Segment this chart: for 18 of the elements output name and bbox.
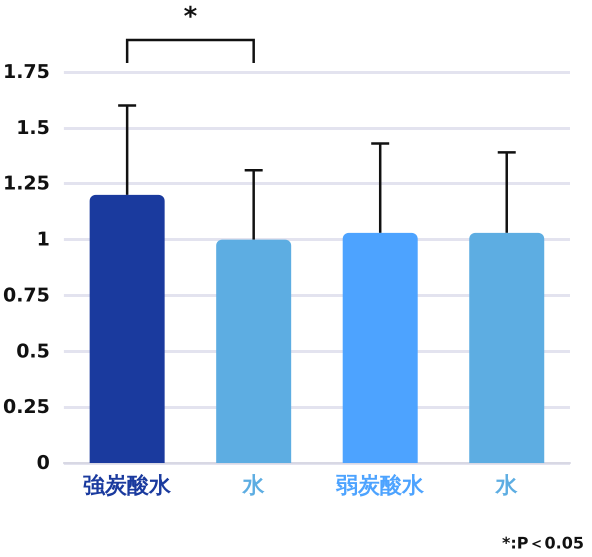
bar: [216, 240, 292, 463]
bar: [342, 232, 418, 463]
x-tick-label: 水: [494, 474, 519, 498]
y-tick-label: 0.5: [16, 340, 50, 362]
y-tick-label: 0: [36, 452, 50, 474]
y-tick-label: 1: [36, 228, 50, 251]
x-tick-label: 水: [242, 474, 266, 498]
y-tick-label: 1.25: [2, 172, 50, 195]
bar: [469, 232, 544, 463]
text: *:P＜0.05: [502, 534, 584, 552]
text: *: [184, 2, 198, 32]
x-tick-label: 弱炭酸水: [335, 474, 426, 498]
bar: [90, 194, 165, 463]
y-tick-label: 1.75: [2, 61, 50, 83]
y-tick-label: 1.5: [16, 116, 50, 139]
x-tick-label: 強炭酸水: [83, 474, 172, 498]
y-tick-label: 0.25: [2, 396, 50, 418]
y-tick-label: 0.75: [2, 284, 50, 306]
